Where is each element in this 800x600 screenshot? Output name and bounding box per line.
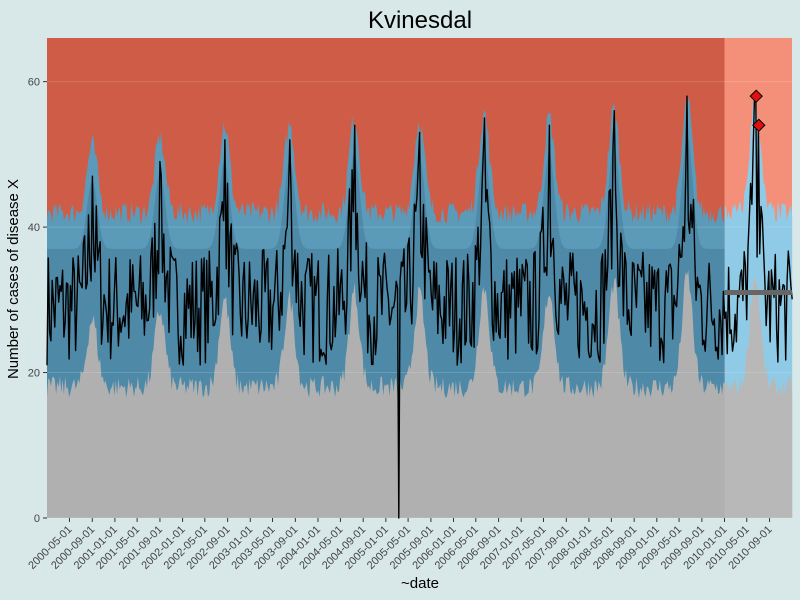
y-axis: 0 20 40 60 [28,77,47,525]
y-tick-label: 60 [28,77,40,89]
y-tick-label: 40 [28,222,40,234]
plot-area [46,38,793,519]
band-low-prediction [724,275,793,518]
x-axis-label: ~date [401,575,439,592]
series-line-observed [46,95,793,519]
y-axis-label: Number of cases of disease X [5,179,22,379]
x-axis: 2000-05-012000-09-012001-01-012001-05-01… [26,518,775,572]
chart-title: Kvinesdal [368,7,472,34]
alert-marker [749,89,763,103]
alert-marker [752,118,766,132]
y-tick-label: 0 [34,513,40,525]
band-low [47,270,725,518]
y-tick-label: 20 [28,368,40,380]
